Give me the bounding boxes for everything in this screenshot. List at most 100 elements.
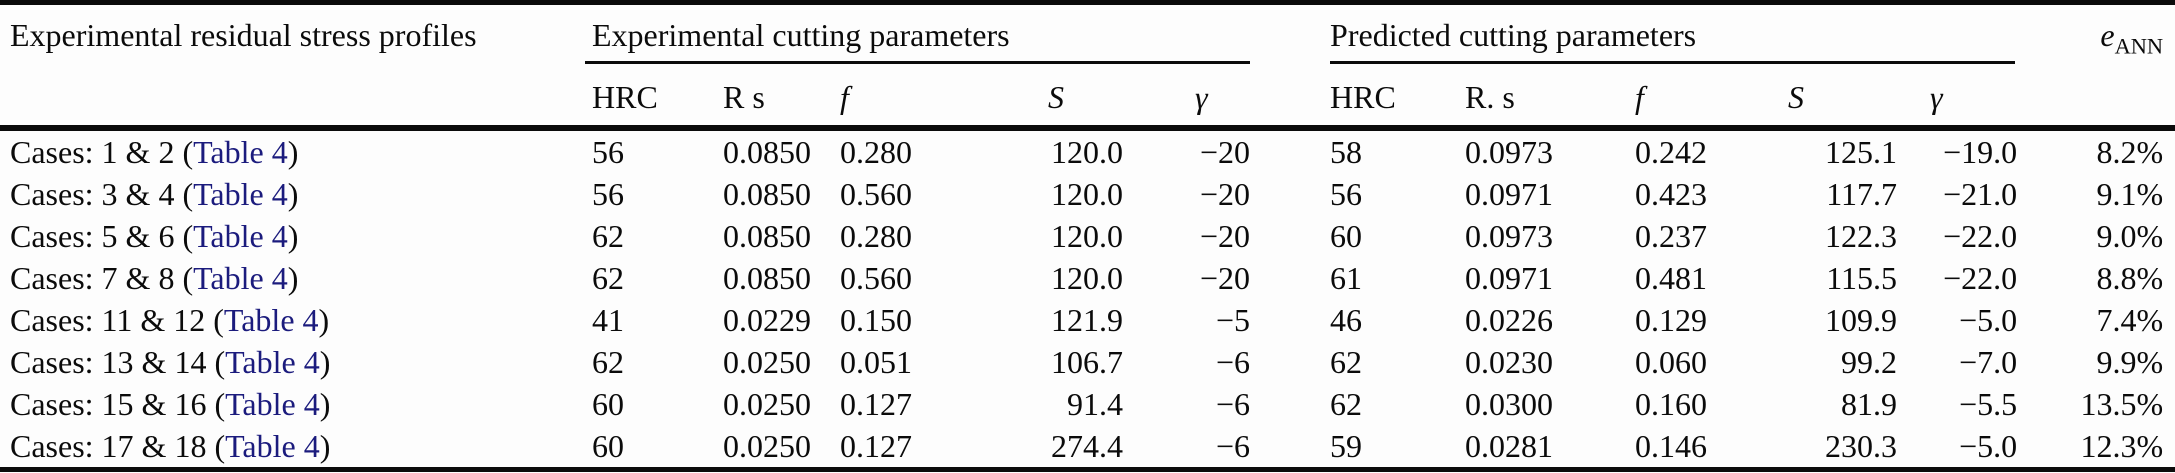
pred-gamma-value: −7.0 <box>1959 343 2018 380</box>
column-header-exp-rs: R s <box>715 64 833 131</box>
table-4-link[interactable]: Table 4 <box>223 301 319 338</box>
case-label: Cases: 15 & 16 (Table 4) <box>0 383 585 425</box>
table-row: Cases: 17 & 18 (Table 4) 60 0.0250 0.127 274… <box>0 425 2175 470</box>
case-label-text: Cases: 17 & 18 ( <box>10 427 226 464</box>
exp-s-value: 120.0 <box>1051 217 1123 254</box>
exp-s-value: 91.4 <box>1067 385 1123 422</box>
exp-rs-value: 0.0850 <box>723 259 811 296</box>
pred-rs-value: 0.0281 <box>1465 427 1554 464</box>
eann-subscript: ANN <box>2114 33 2164 59</box>
pred-rs-value: 0.0230 <box>1465 343 1554 380</box>
case-label-text: Cases: 5 & 6 ( <box>10 217 194 254</box>
eann-error-value: 8.2% <box>2096 133 2164 170</box>
exp-f-value: 0.051 <box>840 343 912 380</box>
column-group-experimental: Experimental cutting parameters <box>585 3 1252 64</box>
pred-f-value: 0.423 <box>1635 175 1708 212</box>
exp-f-value: 0.127 <box>840 385 912 422</box>
pred-rs-value: 0.0971 <box>1465 259 1554 296</box>
pred-gamma-value: −5.0 <box>1959 301 2018 338</box>
exp-hrc-value: 62 <box>592 217 624 254</box>
exp-gamma-value: −6 <box>1216 427 1251 464</box>
exp-rs-value: 0.0250 <box>723 385 811 422</box>
table-4-link[interactable]: Table 4 <box>193 175 288 212</box>
exp-f-value: 0.150 <box>840 301 912 338</box>
exp-hrc-value: 41 <box>592 301 624 338</box>
case-label: Cases: 13 & 14 (Table 4) <box>0 341 585 383</box>
exp-s-value: 120.0 <box>1051 259 1123 296</box>
case-label: Cases: 7 & 8 (Table 4) <box>0 257 585 299</box>
table-4-link[interactable]: Table 4 <box>193 259 288 296</box>
exp-gamma-value: −6 <box>1216 343 1251 380</box>
column-header-pred-rs: R. s <box>1455 64 1626 131</box>
pred-gamma-value: −21.0 <box>1943 175 2018 212</box>
case-label-text: Cases: 3 & 4 ( <box>10 175 194 212</box>
table-row: Cases: 15 & 16 (Table 4) 60 0.0250 0.127 91.… <box>0 383 2175 425</box>
exp-hrc-value: 62 <box>592 259 624 296</box>
column-header-eann: eANN <box>2017 2 2175 131</box>
table-4-link[interactable]: Table 4 <box>225 343 320 380</box>
exp-rs-value: 0.0250 <box>723 343 811 380</box>
pred-hrc-value: 62 <box>1330 343 1363 380</box>
pred-hrc-value: 58 <box>1330 133 1363 170</box>
exp-gamma-value: −20 <box>1200 133 1251 170</box>
pred-rs-value: 0.0300 <box>1465 385 1554 422</box>
eann-symbol: e <box>2100 17 2115 53</box>
table-4-link[interactable]: Table 4 <box>193 217 288 254</box>
exp-s-value: 106.7 <box>1051 343 1123 380</box>
case-label-text: ) <box>319 343 331 380</box>
case-label-text: ) <box>287 175 299 212</box>
table-4-link[interactable]: Table 4 <box>193 133 288 170</box>
exp-hrc-value: 60 <box>592 427 624 464</box>
exp-gamma-value: −20 <box>1200 217 1251 254</box>
case-label: Cases: 17 & 18 (Table 4) <box>0 425 585 470</box>
exp-s-value: 274.4 <box>1051 427 1123 464</box>
pred-rs-value: 0.0971 <box>1465 175 1554 212</box>
experimental-group-label: Experimental cutting parameters <box>592 17 1010 53</box>
column-header-pred-gamma: γ <box>1897 64 2018 131</box>
pred-f-value: 0.237 <box>1635 217 1708 254</box>
pred-f-value: 0.160 <box>1635 385 1708 422</box>
case-label-text: ) <box>287 133 299 170</box>
exp-gamma-value: −6 <box>1216 385 1251 422</box>
case-label-text: Cases: 7 & 8 ( <box>10 259 194 296</box>
eann-error-value: 9.1% <box>2096 175 2164 212</box>
table-4-link[interactable]: Table 4 <box>225 427 320 464</box>
pred-f-value: 0.146 <box>1635 427 1708 464</box>
pred-gamma-value: −19.0 <box>1943 133 2018 170</box>
exp-s-value: 120.0 <box>1051 175 1123 212</box>
case-label: Cases: 5 & 6 (Table 4) <box>0 215 585 257</box>
eann-error-value: 8.8% <box>2096 259 2164 296</box>
case-label-text: Cases: 11 & 12 ( <box>10 301 224 338</box>
exp-rs-value: 0.0850 <box>723 217 811 254</box>
exp-f-value: 0.560 <box>840 175 912 212</box>
pred-hrc-value: 56 <box>1330 175 1363 212</box>
pred-s-value: 117.7 <box>1826 175 1898 212</box>
case-label: Cases: 11 & 12 (Table 4) <box>0 299 585 341</box>
pred-s-value: 122.3 <box>1825 217 1898 254</box>
table-row: Cases: 7 & 8 (Table 4) 62 0.0850 0.560 120.0… <box>0 257 2175 299</box>
eann-error-value: 7.4% <box>2096 301 2164 338</box>
column-group-predicted: Predicted cutting parameters <box>1252 3 2017 64</box>
exp-gamma-value: −20 <box>1200 259 1251 296</box>
exp-hrc-value: 60 <box>592 385 624 422</box>
table-row: Cases: 11 & 12 (Table 4) 41 0.0229 0.150 121… <box>0 299 2175 341</box>
pred-s-value: 81.9 <box>1841 385 1898 422</box>
pred-f-value: 0.481 <box>1635 259 1708 296</box>
pred-hrc-value: 60 <box>1330 217 1363 254</box>
pred-hrc-value: 61 <box>1330 259 1363 296</box>
pred-hrc-value: 62 <box>1330 385 1363 422</box>
exp-f-value: 0.280 <box>840 217 912 254</box>
case-label-text: ) <box>318 301 330 338</box>
eann-error-value: 9.9% <box>2096 343 2164 380</box>
pred-s-value: 230.3 <box>1825 427 1898 464</box>
table-4-link[interactable]: Table 4 <box>225 385 320 422</box>
column-header-exp-hrc: HRC <box>585 64 715 131</box>
column-header-pred-f: f <box>1625 64 1746 131</box>
exp-gamma-value: −20 <box>1200 175 1251 212</box>
exp-hrc-value: 56 <box>592 133 624 170</box>
pred-s-value: 109.9 <box>1825 301 1898 338</box>
eann-error-value: 12.3% <box>2080 427 2164 464</box>
table-row: Cases: 3 & 4 (Table 4) 56 0.0850 0.560 120.0… <box>0 173 2175 215</box>
column-header-exp-gamma: γ <box>1123 64 1253 131</box>
